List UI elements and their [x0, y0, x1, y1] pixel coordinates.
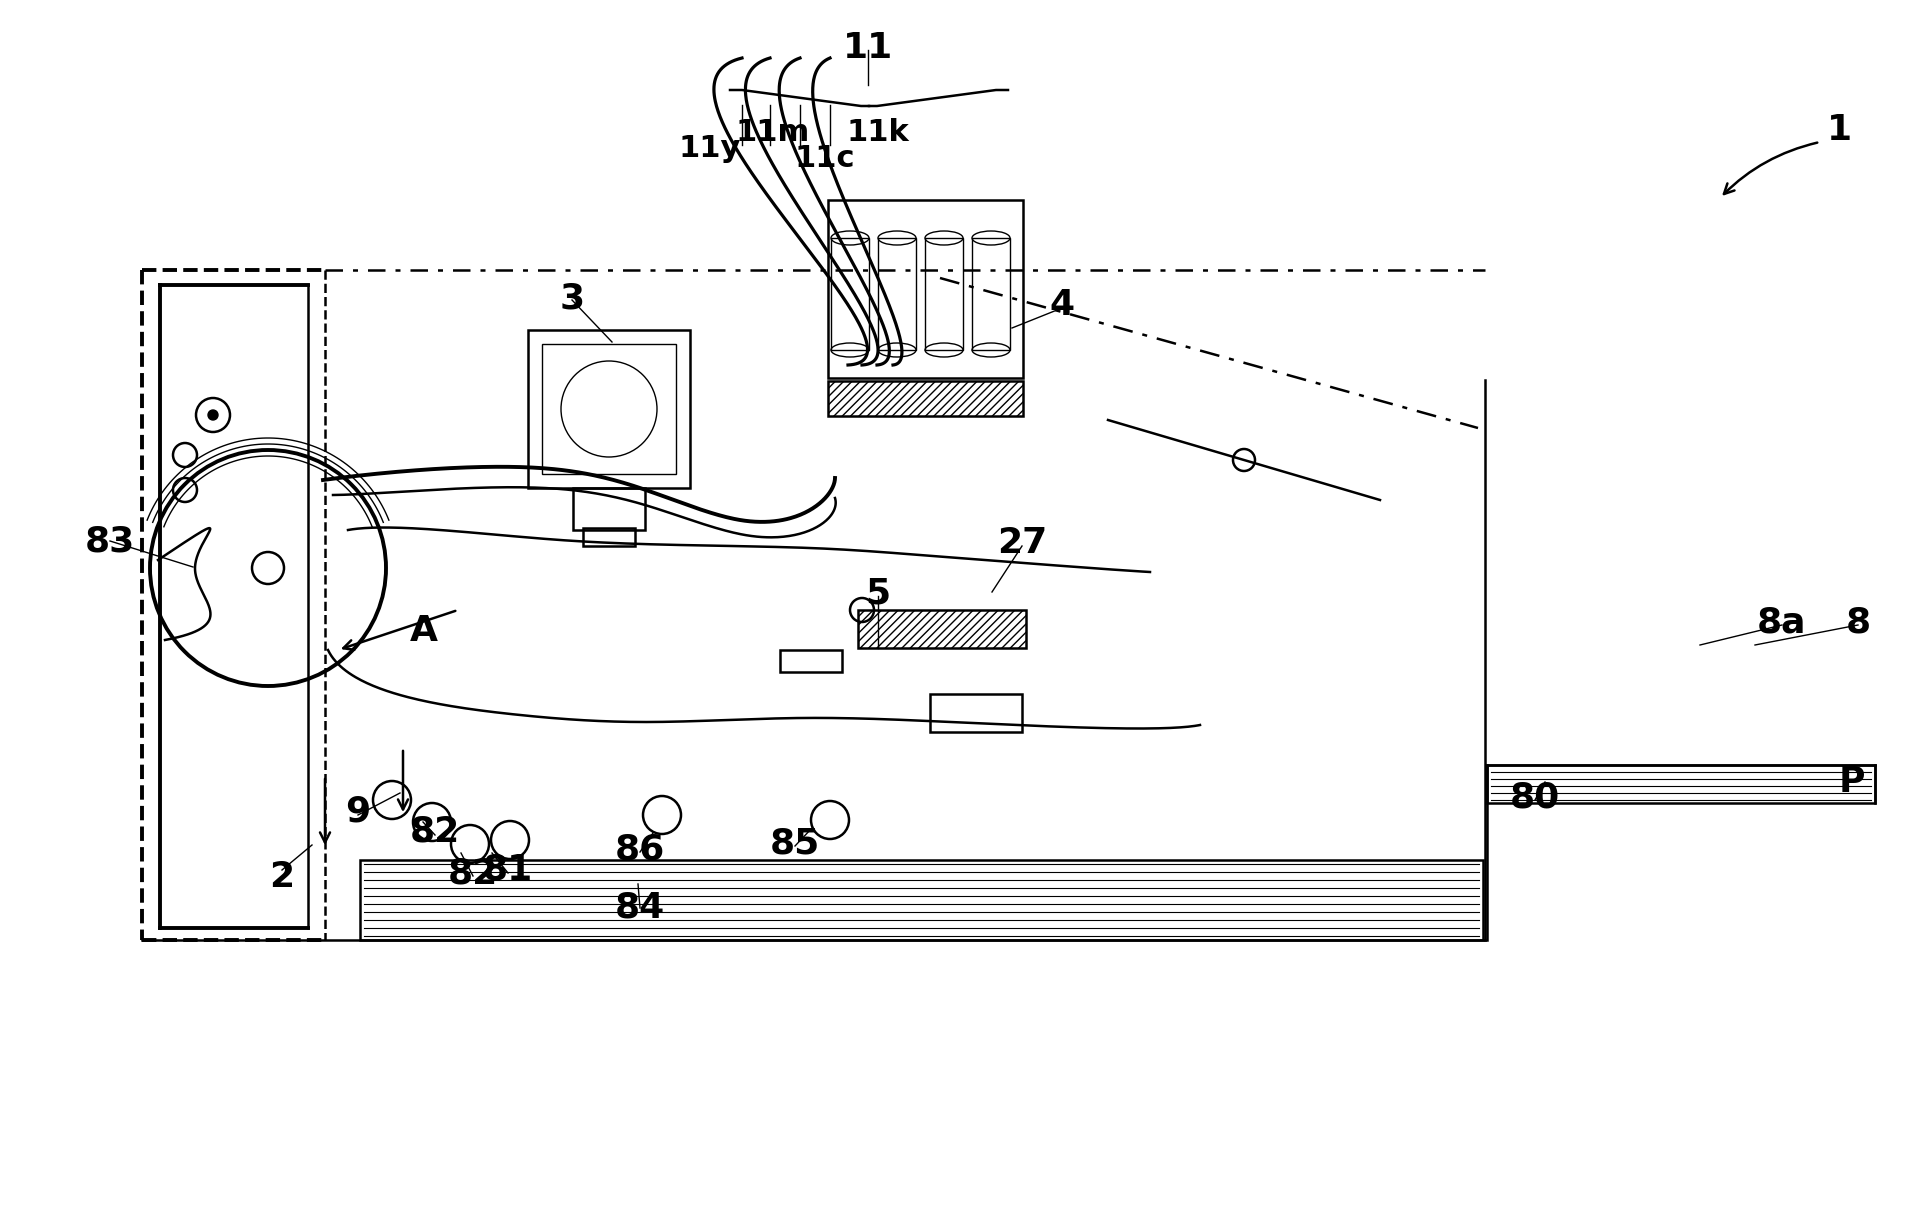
- Text: 11c: 11c: [795, 144, 854, 173]
- Text: 11y: 11y: [680, 134, 741, 162]
- Bar: [1486, 766, 1876, 803]
- Text: 85: 85: [770, 826, 820, 859]
- Bar: [828, 382, 1023, 416]
- Text: 11: 11: [843, 30, 893, 65]
- Text: 8a: 8a: [1757, 605, 1807, 639]
- Bar: [780, 650, 843, 672]
- Bar: [858, 610, 1025, 649]
- Text: 11k: 11k: [847, 117, 910, 146]
- Bar: [572, 488, 645, 530]
- Text: 9: 9: [346, 795, 371, 829]
- Text: 86: 86: [614, 833, 664, 867]
- Bar: [584, 528, 636, 546]
- Text: 1: 1: [1828, 113, 1853, 147]
- Text: 80: 80: [1509, 781, 1561, 816]
- Circle shape: [207, 410, 219, 421]
- Bar: [828, 200, 1023, 378]
- Text: 27: 27: [996, 527, 1046, 560]
- Text: 84: 84: [614, 891, 664, 925]
- Bar: [528, 330, 689, 488]
- Text: 82: 82: [409, 816, 461, 848]
- Text: 8: 8: [1845, 605, 1870, 639]
- Text: 2: 2: [269, 859, 294, 894]
- Bar: [541, 344, 676, 474]
- Bar: [877, 238, 916, 350]
- Text: 11m: 11m: [735, 117, 810, 146]
- Text: P: P: [1839, 766, 1864, 798]
- Text: 83: 83: [84, 524, 134, 558]
- Bar: [925, 238, 964, 350]
- Text: 4: 4: [1050, 288, 1075, 322]
- Text: 3: 3: [559, 282, 584, 315]
- Text: A: A: [411, 614, 438, 649]
- Bar: [929, 694, 1021, 731]
- Bar: [972, 238, 1010, 350]
- Text: 81: 81: [482, 853, 534, 887]
- Text: 82: 82: [447, 856, 497, 890]
- Bar: [831, 238, 870, 350]
- Text: 5: 5: [866, 577, 891, 610]
- Bar: [361, 859, 1482, 940]
